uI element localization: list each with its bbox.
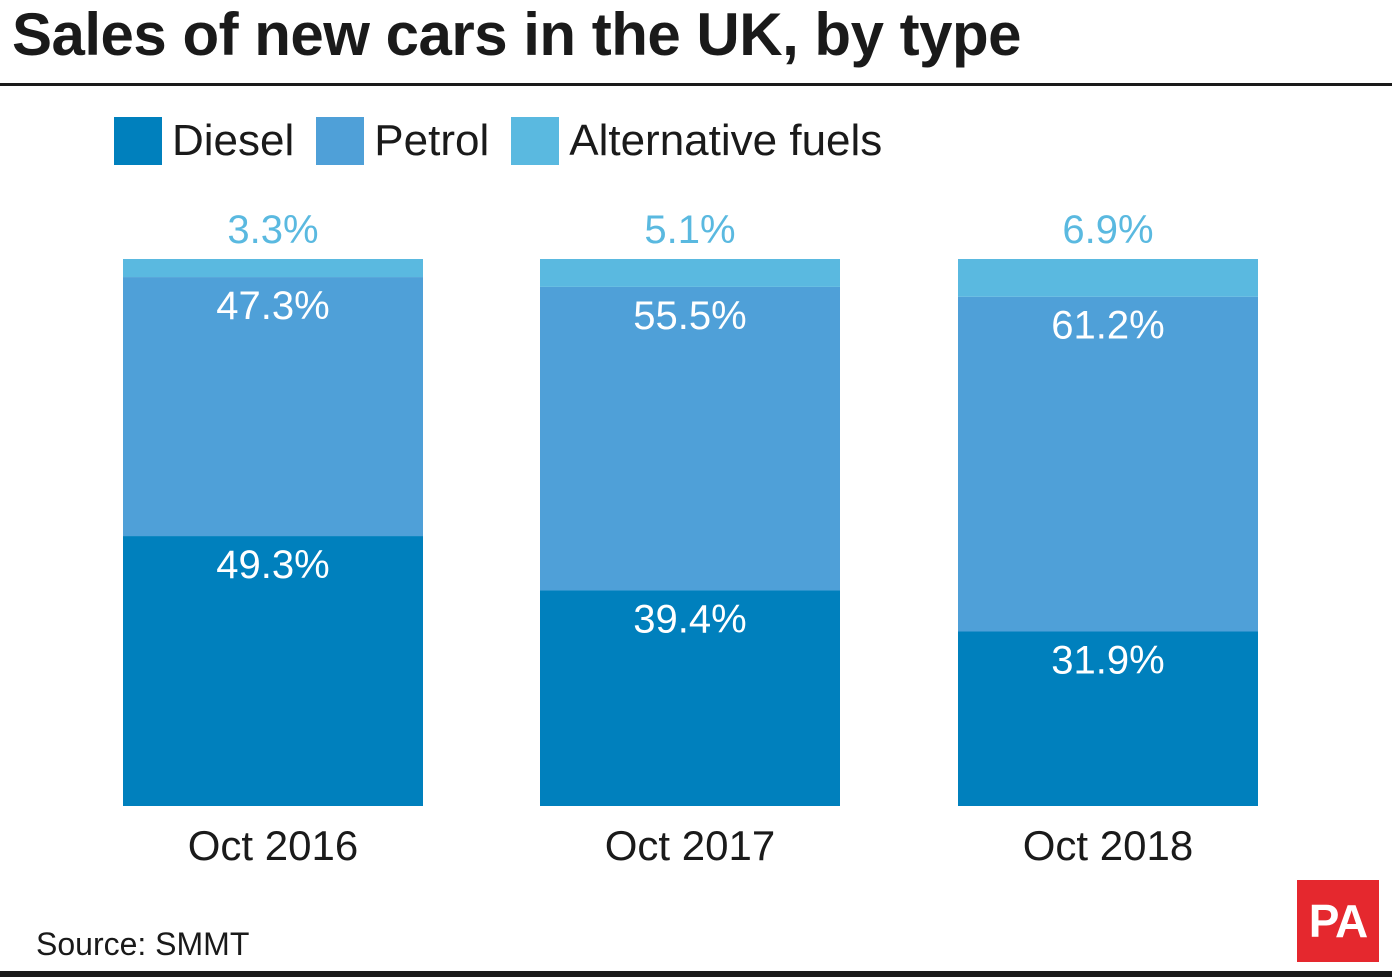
category-label-oct-2018: Oct 2018 [1023,822,1193,869]
legend-item-petrol: Petrol [316,116,489,166]
legend-swatch-alternative-fuels [511,117,560,165]
bar-segment-diesel-oct-2017 [540,590,840,806]
bar-segment-alternative-fuels-oct-2017 [540,259,840,287]
legend-swatch-diesel [114,117,162,165]
data-label-alternative-fuels-oct-2016: 3.3% [227,208,318,252]
data-label-petrol-oct-2016: 47.3% [216,284,329,328]
chart-title: Sales of new cars in the UK, by type [12,1,1021,68]
bar-segment-alternative-fuels-oct-2016 [123,259,423,278]
pa-logo: PA [1297,880,1379,962]
legend-label-diesel: Diesel [172,116,295,165]
legend-item-alternative-fuels: Alternative fuels [511,116,882,166]
bottom-divider [0,971,1392,977]
data-label-petrol-oct-2018: 61.2% [1051,304,1164,348]
data-label-alternative-fuels-oct-2018: 6.9% [1062,208,1153,252]
data-label-alternative-fuels-oct-2017: 5.1% [644,208,735,252]
bar-segment-petrol-oct-2018 [958,296,1258,632]
bar-segment-petrol-oct-2016 [123,277,423,537]
legend-item-diesel: Diesel [114,116,294,166]
bar-segment-diesel-oct-2016 [123,536,423,806]
category-label-oct-2017: Oct 2017 [605,822,775,869]
bar-segment-petrol-oct-2017 [540,286,840,591]
legend: Diesel Petrol Alternative fuels [114,116,904,166]
data-label-diesel-oct-2018: 31.9% [1051,639,1164,683]
data-label-diesel-oct-2016: 49.3% [216,543,329,587]
data-label-diesel-oct-2017: 39.4% [633,597,746,641]
data-label-petrol-oct-2017: 55.5% [633,294,746,338]
legend-label-petrol: Petrol [374,116,490,165]
category-label-oct-2016: Oct 2016 [188,822,358,869]
bar-segment-alternative-fuels-oct-2018 [958,259,1258,297]
legend-swatch-petrol [316,117,365,165]
legend-label-alternative-fuels: Alternative fuels [569,116,883,165]
bar-segment-diesel-oct-2018 [958,631,1258,806]
source-note: Source: SMMT [36,926,250,962]
title-divider [0,83,1392,86]
